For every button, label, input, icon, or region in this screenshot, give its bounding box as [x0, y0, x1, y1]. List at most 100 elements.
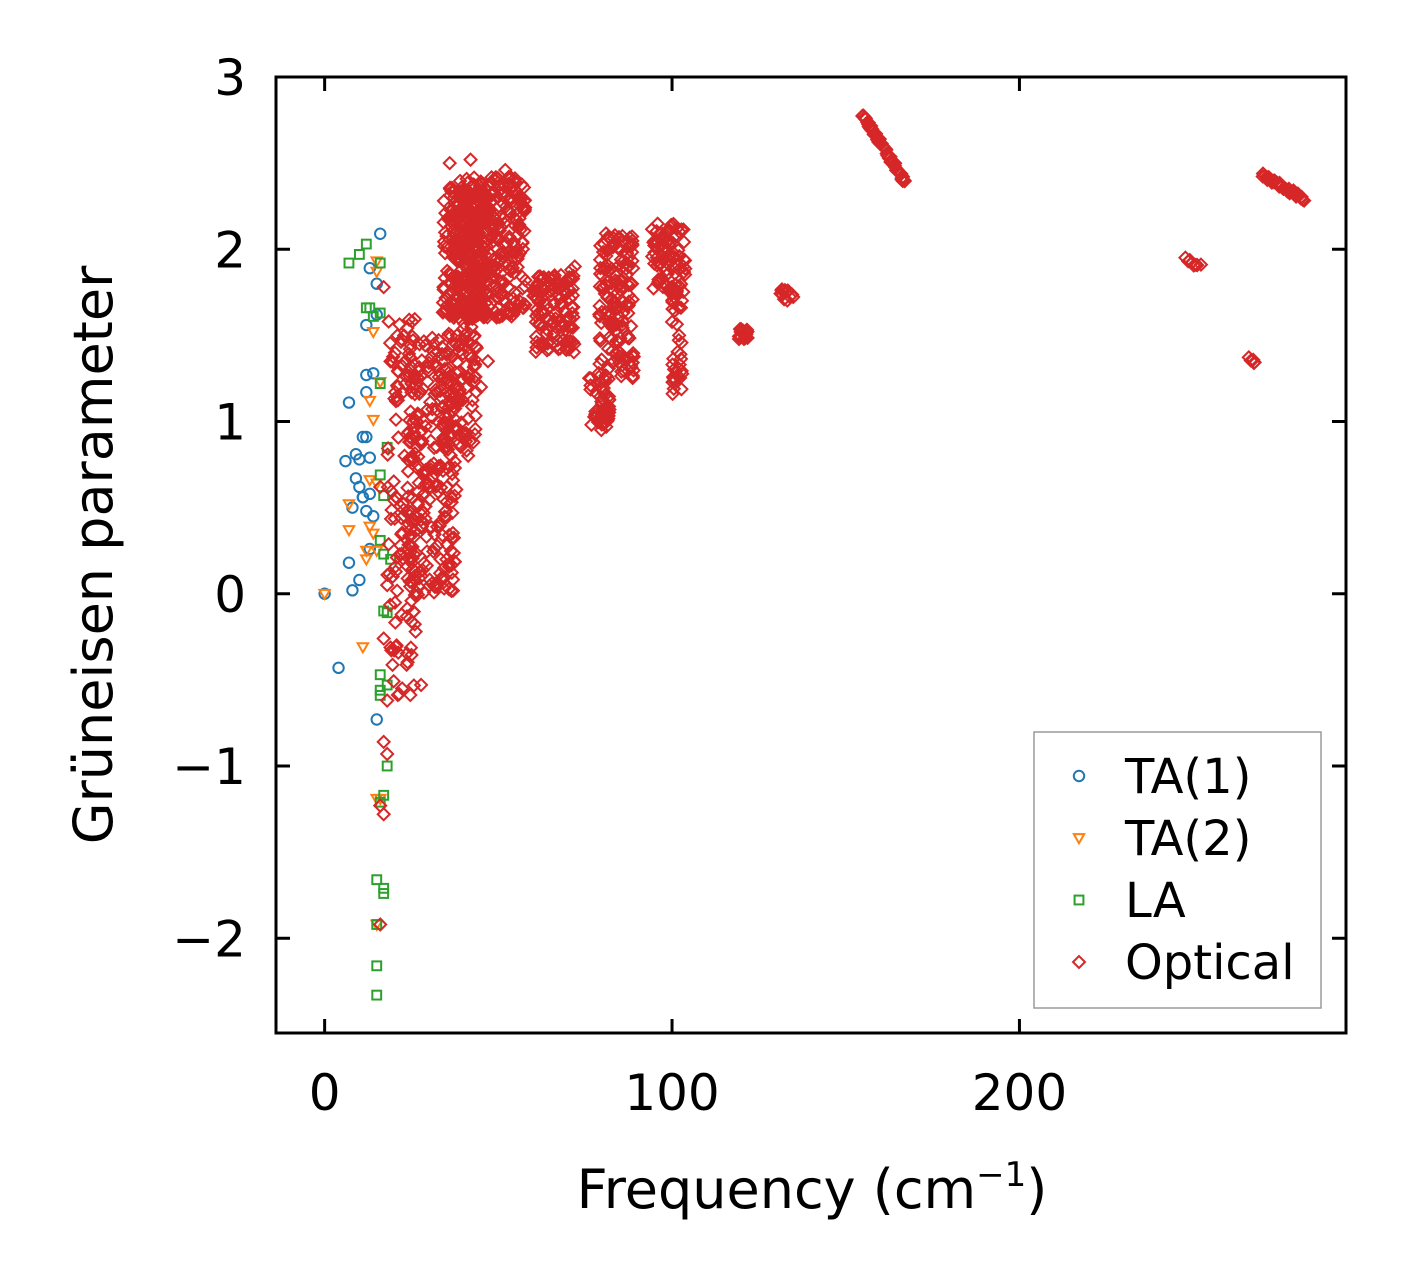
- point-optical: [467, 427, 483, 442]
- point-optical: [467, 294, 483, 310]
- point-optical: [382, 597, 398, 613]
- point-optical: [470, 234, 485, 250]
- point-optical: [598, 419, 614, 435]
- point-optical: [389, 638, 405, 653]
- point-optical: [535, 306, 551, 322]
- point-la: [374, 689, 386, 701]
- point-optical: [448, 209, 464, 224]
- point-optical: [435, 491, 451, 507]
- point-optical: [404, 614, 419, 630]
- point-optical: [620, 330, 636, 346]
- point-optical: [445, 525, 461, 541]
- point-optical: [612, 299, 628, 315]
- point-optical: [403, 430, 419, 446]
- point-optical: [536, 281, 552, 297]
- point-la: [374, 669, 386, 681]
- point-optical: [480, 353, 496, 369]
- point-la: [378, 789, 390, 801]
- point-optical: [400, 489, 416, 504]
- point-optical: [412, 433, 428, 449]
- point-optical: [381, 314, 397, 329]
- point-optical: [458, 425, 474, 441]
- point-optical: [460, 411, 476, 427]
- point-optical: [592, 333, 608, 349]
- point-optical: [402, 687, 418, 703]
- point-optical: [615, 234, 631, 250]
- point-optical: [676, 234, 692, 250]
- point-ta-1: [332, 661, 345, 675]
- point-optical: [381, 536, 397, 552]
- point-optical: [501, 171, 517, 187]
- point-optical: [505, 307, 521, 322]
- point-optical: [437, 569, 452, 585]
- point-optical: [624, 370, 640, 386]
- point-optical: [447, 454, 463, 469]
- series-optical: [372, 108, 1312, 932]
- point-optical: [515, 281, 530, 296]
- point-optical: [382, 335, 398, 351]
- point-optical: [412, 564, 428, 580]
- point-optical: [456, 321, 472, 336]
- point-optical: [443, 543, 459, 559]
- point-optical: [469, 253, 485, 268]
- point-optical: [601, 315, 616, 331]
- point-optical: [411, 579, 427, 595]
- point-optical: [427, 540, 442, 556]
- point-optical: [596, 261, 612, 277]
- point-optical: [593, 389, 608, 404]
- x-axis-title-superscript: −1: [976, 1155, 1026, 1195]
- point-optical: [565, 299, 581, 315]
- point-optical: [671, 299, 687, 315]
- point-optical: [449, 393, 465, 409]
- point-optical: [665, 244, 681, 260]
- point-optical: [438, 372, 454, 388]
- point-ta-1: [360, 318, 373, 332]
- y-tick-label: 2: [214, 221, 246, 279]
- point-optical: [564, 299, 580, 315]
- plot-frame: [274, 75, 1348, 1035]
- point-optical: [484, 176, 500, 191]
- point-optical: [583, 382, 598, 397]
- point-optical: [547, 279, 563, 295]
- point-la: [378, 490, 390, 501]
- point-optical: [401, 537, 416, 553]
- point-optical: [454, 424, 469, 440]
- point-optical: [510, 251, 525, 267]
- point-optical: [433, 570, 449, 586]
- point-ta-2: [362, 521, 377, 534]
- point-optical: [647, 238, 663, 254]
- point-optical: [444, 557, 459, 573]
- point-optical: [460, 175, 476, 190]
- point-optical: [384, 502, 400, 518]
- point-optical: [659, 262, 675, 278]
- point-optical: [404, 514, 420, 530]
- point-optical: [1296, 193, 1312, 209]
- point-optical: [440, 360, 456, 376]
- point-la: [353, 248, 365, 260]
- point-optical: [603, 314, 619, 330]
- point-ta-2: [373, 376, 388, 390]
- point-optical: [462, 262, 478, 278]
- point-optical: [372, 798, 388, 814]
- point-optical: [491, 280, 507, 296]
- point-la: [381, 760, 393, 772]
- point-optical: [461, 265, 477, 281]
- point-optical: [432, 514, 448, 530]
- point-optical: [407, 412, 423, 427]
- point-optical: [459, 234, 475, 250]
- point-optical: [419, 529, 434, 545]
- point-ta-1: [353, 573, 366, 587]
- point-optical: [676, 252, 692, 267]
- point-optical: [566, 344, 582, 360]
- legend-label-la: LA: [1125, 873, 1186, 929]
- legend: TA(1) TA(2) LA Optical: [1033, 731, 1322, 1009]
- point-optical: [599, 274, 615, 290]
- point-optical: [430, 477, 445, 493]
- series-la: [343, 238, 397, 1001]
- point-optical: [468, 384, 484, 400]
- point-optical: [441, 556, 457, 572]
- point-optical: [673, 346, 688, 362]
- point-optical: [473, 186, 488, 202]
- point-optical: [444, 207, 459, 223]
- point-optical: [462, 220, 477, 235]
